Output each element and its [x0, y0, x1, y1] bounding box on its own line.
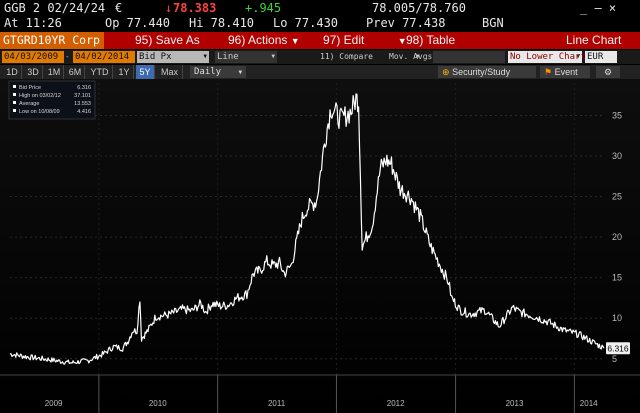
function-toolbar: GTGRD10YR Corp 95) Save As 96) Actions ▼… — [0, 32, 640, 49]
low-price: Lo 77.430 — [273, 16, 339, 30]
x-tick-label: 2009 — [45, 399, 63, 408]
period-button-6m[interactable]: 6M — [66, 65, 85, 79]
settings-gear-icon[interactable]: ⚙ — [596, 66, 620, 78]
legend-marker — [13, 109, 16, 112]
edit-label: 97) Edit — [323, 33, 365, 47]
legend-marker — [13, 93, 16, 96]
x-tick-label: 2013 — [506, 399, 524, 408]
period-button-3d[interactable]: 3D — [24, 65, 43, 79]
last-value-text: 6.316 — [607, 344, 629, 354]
period-button-1d[interactable]: 1D — [3, 65, 22, 79]
legend-label: High on 03/02/12 — [19, 93, 61, 99]
chart-parameters-row: 04/03/2009 - 04/02/2014 Bid Px ▼ Line ▼ … — [0, 50, 640, 64]
moving-averages-select[interactable]: ▼ — [415, 51, 505, 63]
currency-select[interactable]: EUR — [585, 51, 617, 63]
previous-price: Prev 77.438 — [366, 16, 446, 30]
compare-button[interactable]: 11) Compare — [320, 52, 373, 61]
y-tick-label: 5 — [612, 354, 617, 364]
y-tick-label: 15 — [612, 273, 622, 283]
start-date-field[interactable]: 04/03/2009 — [2, 51, 64, 63]
last-value-tag — [606, 342, 630, 355]
period-button-1m[interactable]: 1M — [45, 65, 64, 79]
frequency-value: Daily — [194, 67, 222, 77]
bid-ask: 78.005/78.760 — [372, 1, 466, 15]
price-field-select[interactable]: Bid Px ▼ — [137, 51, 209, 63]
security-study-button[interactable]: ⊕ Security/Study — [438, 66, 536, 78]
chevron-down-icon: ▼ — [290, 36, 300, 46]
x-tick-label: 2012 — [387, 399, 405, 408]
chart-background — [0, 79, 640, 413]
end-date-field[interactable]: 04/02/2014 — [73, 51, 135, 63]
price-down-arrow-icon: ↓ — [165, 1, 173, 15]
save-as-button[interactable]: 95) Save As — [135, 33, 200, 47]
chevron-down-icon: ▼ — [203, 53, 207, 60]
moving-averages-button[interactable]: Mov. Avgs — [389, 52, 433, 61]
table-button[interactable]: 98) Table — [406, 33, 456, 47]
price-field-value: Bid Px — [139, 52, 172, 62]
legend-marker — [13, 101, 16, 104]
currency-symbol: € — [115, 1, 123, 15]
last-price: 78.383 — [173, 1, 217, 15]
actions-label: 96) Actions — [228, 33, 288, 47]
lower-chart-value: No Lower Chart — [510, 52, 586, 62]
chevron-down-icon: ▼ — [415, 54, 421, 60]
legend-label: Bid Price — [19, 85, 41, 91]
y-tick-label: 25 — [612, 192, 622, 202]
open-price: Op 77.440 — [105, 16, 171, 30]
price-chart: 5 10 15 20 25 30 35 2009 2010 2011 2012 2013 2014 6.3… — [0, 79, 640, 413]
security-study-label: Security/Study — [452, 67, 511, 77]
chevron-down-icon: ▼ — [271, 53, 275, 60]
quote-line-1: GGB 2 02/24/24 € ↓ 78.383 +.945 78.005/7… — [0, 0, 640, 16]
pricing-source: BGN — [482, 16, 504, 30]
quote-line-2: At 11:26 Op 77.440 Hi 78.410 Lo 77.430 P… — [0, 15, 640, 31]
legend-value: 37.101 — [74, 93, 91, 99]
x-tick-label: 2011 — [268, 399, 286, 408]
y-tick-label: 35 — [612, 110, 622, 120]
event-label: Event — [554, 67, 578, 77]
legend-label: Average — [19, 101, 39, 107]
y-tick-label: 30 — [612, 151, 622, 161]
legend-value: 6.316 — [77, 85, 91, 91]
quote-time: At 11:26 — [4, 16, 62, 30]
y-tick-label: 10 — [612, 313, 622, 323]
x-tick-label: 2010 — [149, 399, 167, 408]
bid-price-line — [9, 93, 605, 365]
period-button-max[interactable]: Max — [157, 65, 183, 79]
lower-chart-select[interactable]: No Lower Chart ▼ — [508, 51, 586, 63]
chart-legend: Bid Price 6.316 High on 03/02/12 37.101 Aver… — [8, 80, 96, 120]
price-chart-svg: 5 10 15 20 25 30 35 2009 2010 2011 2012 2013 2014 6.3… — [0, 79, 640, 413]
ticker-label: GGB 2 02/24/24 — [4, 1, 106, 15]
line-style-select[interactable]: Line ▼ — [215, 51, 277, 63]
period-selector-row: 1D 3D 1M 6M YTD 1Y 5Y Max Daily ▼ ⊕ Security/St… — [0, 65, 640, 79]
event-button[interactable]: ⚑ Event — [540, 66, 590, 78]
x-tick-label: 2014 — [580, 399, 598, 408]
chevron-down-icon: ▼ — [397, 36, 407, 46]
chart-type-label[interactable]: Line Chart — [566, 33, 622, 47]
high-price: Hi 78.410 — [189, 16, 255, 30]
frequency-select[interactable]: Daily ▼ — [190, 66, 247, 78]
edit-menu[interactable]: 97) Edit ▼ — [323, 32, 407, 49]
y-tick-label: 20 — [612, 232, 622, 242]
actions-menu[interactable]: 96) Actions ▼ — [228, 32, 300, 49]
period-button-5y[interactable]: 5Y — [136, 65, 155, 79]
chevron-down-icon: ▼ — [576, 53, 580, 60]
chevron-down-icon: ▼ — [238, 69, 243, 76]
plus-icon: ⊕ — [442, 67, 450, 77]
currency-value: EUR — [587, 52, 604, 62]
legend-value: 4.416 — [77, 109, 91, 115]
event-flag-icon: ⚑ — [544, 67, 553, 77]
window-controls-icon[interactable]: _ – × — [580, 1, 617, 15]
period-button-1y[interactable]: 1Y — [115, 65, 134, 79]
legend-value: 13.553 — [74, 101, 91, 107]
security-field[interactable]: GTGRD10YR Corp — [0, 32, 104, 49]
line-style-value: Line — [217, 52, 239, 62]
net-change: +.945 — [245, 1, 282, 15]
legend-marker — [13, 85, 16, 88]
period-button-ytd[interactable]: YTD — [87, 65, 113, 79]
legend-box — [8, 80, 96, 120]
legend-label: Low on 10/08/09 — [19, 109, 60, 115]
date-separator: - — [66, 52, 69, 61]
